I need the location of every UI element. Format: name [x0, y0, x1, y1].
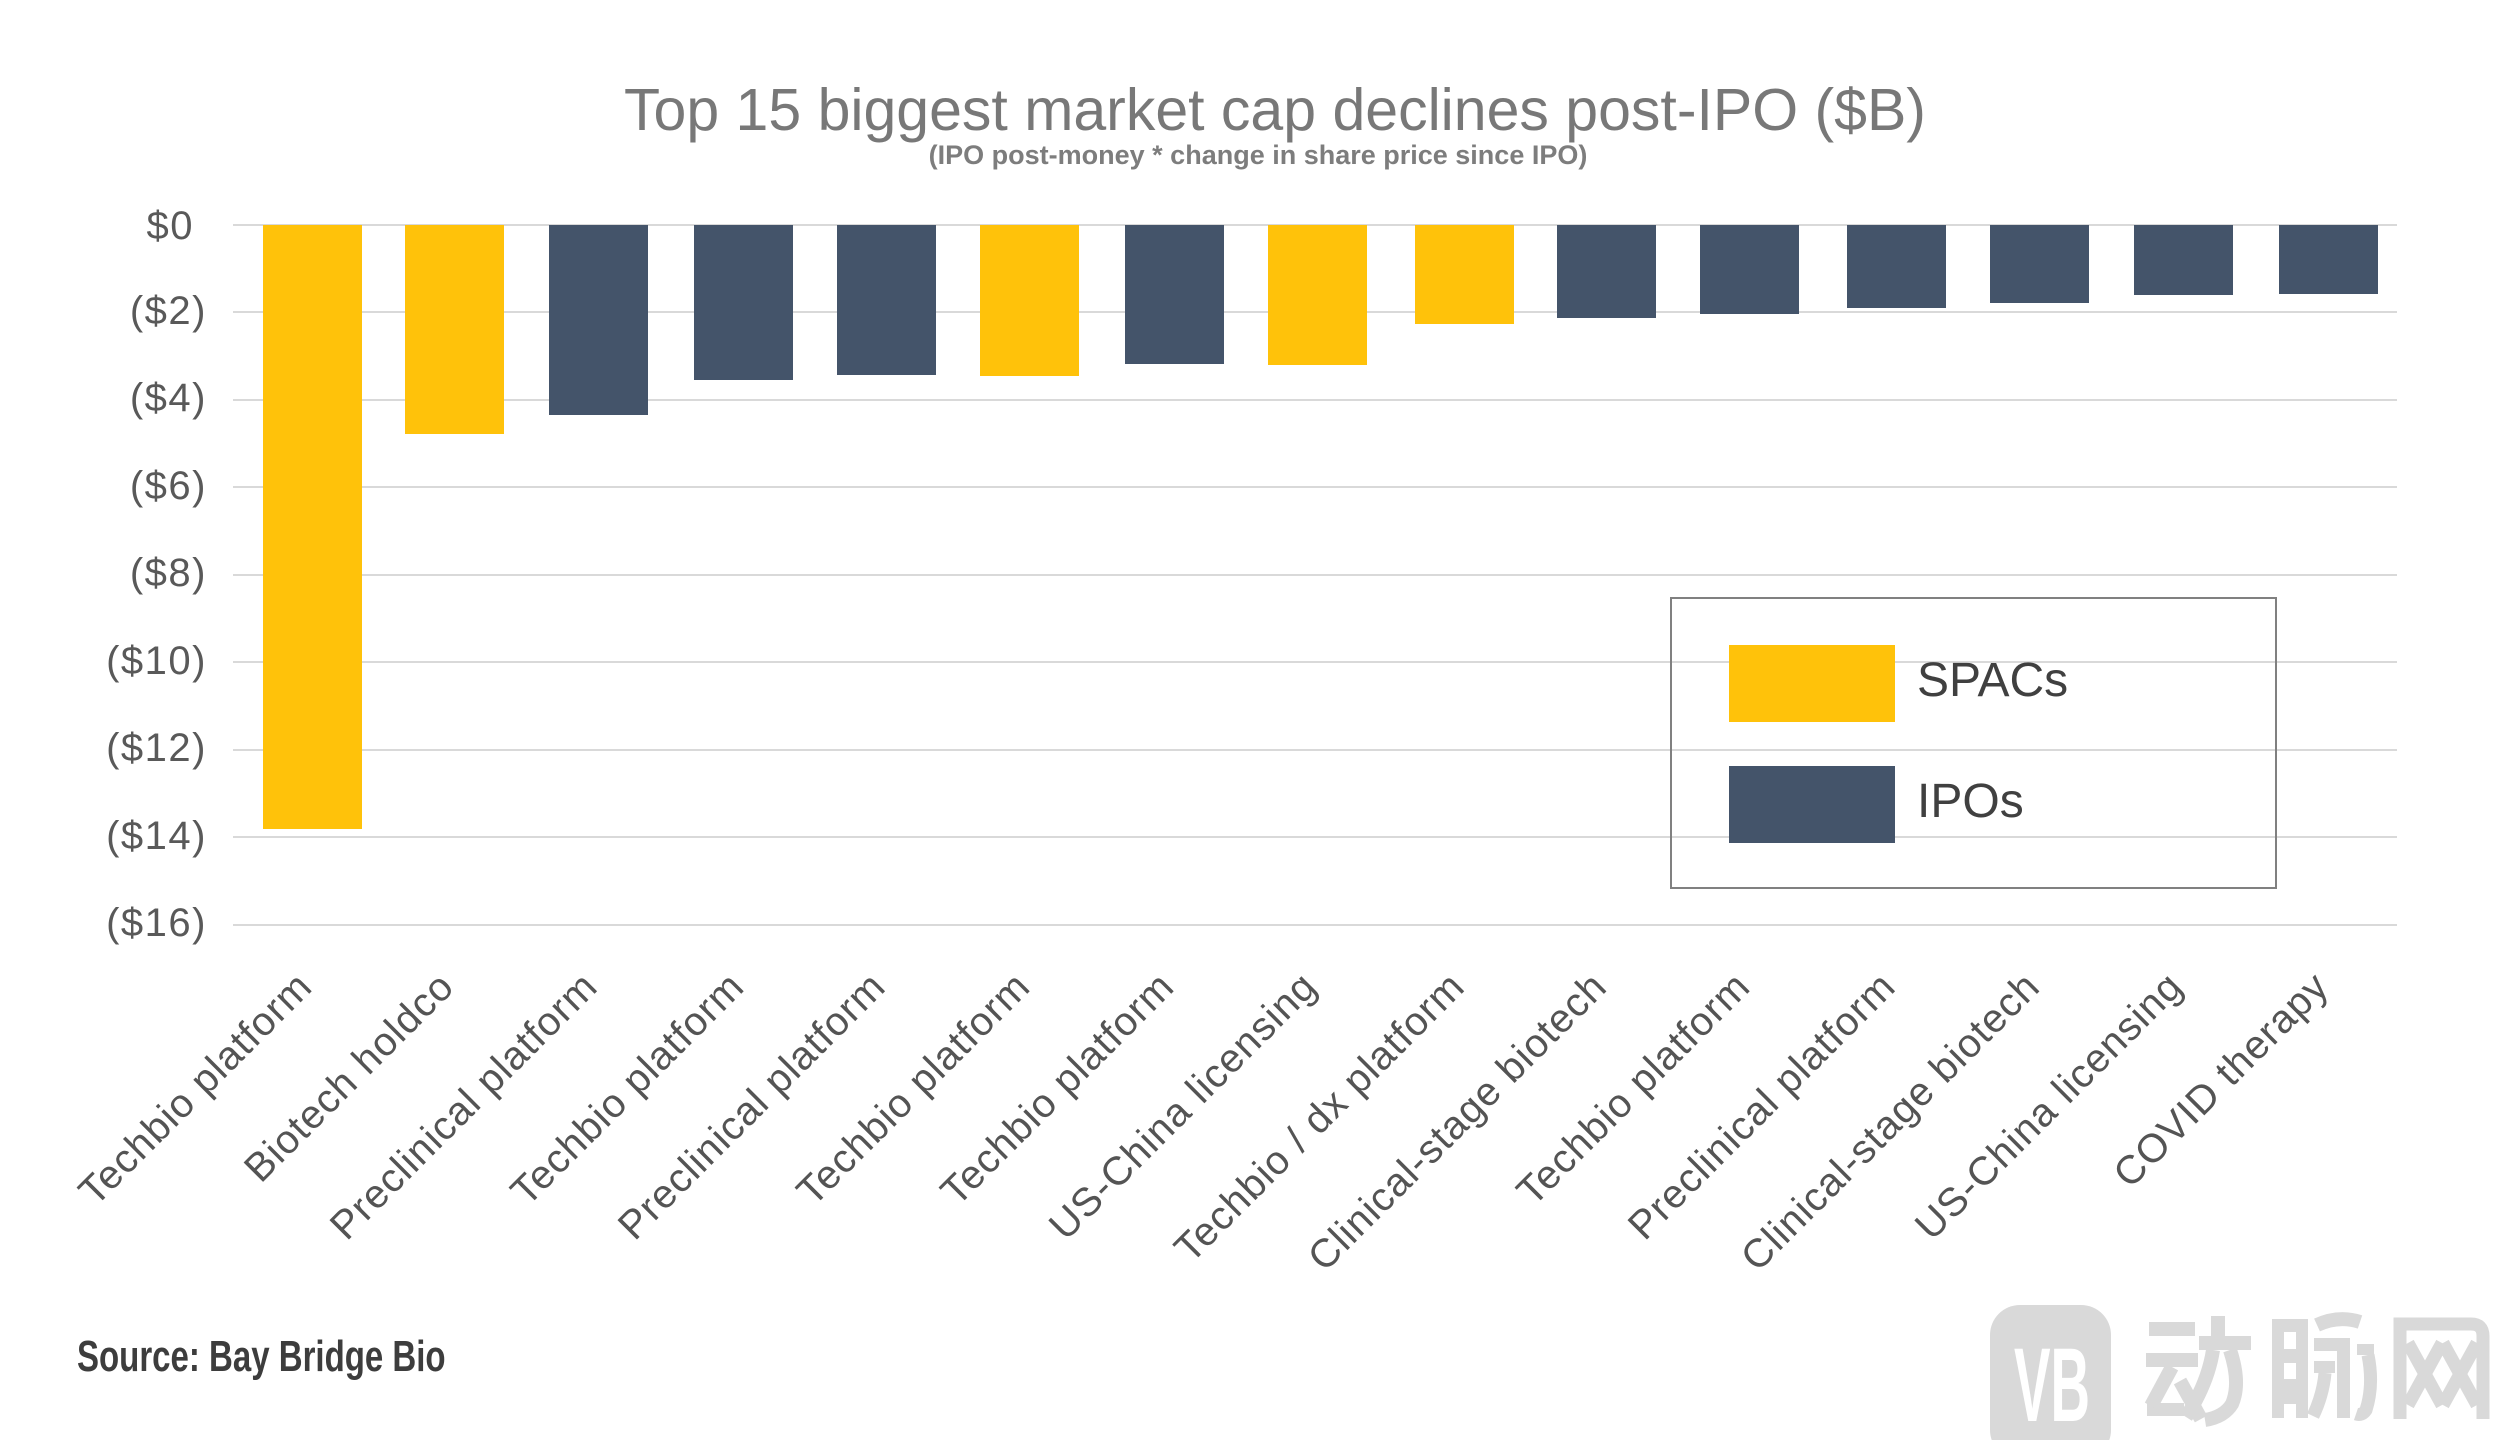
svg-text:VB: VB — [2014, 1326, 2090, 1440]
